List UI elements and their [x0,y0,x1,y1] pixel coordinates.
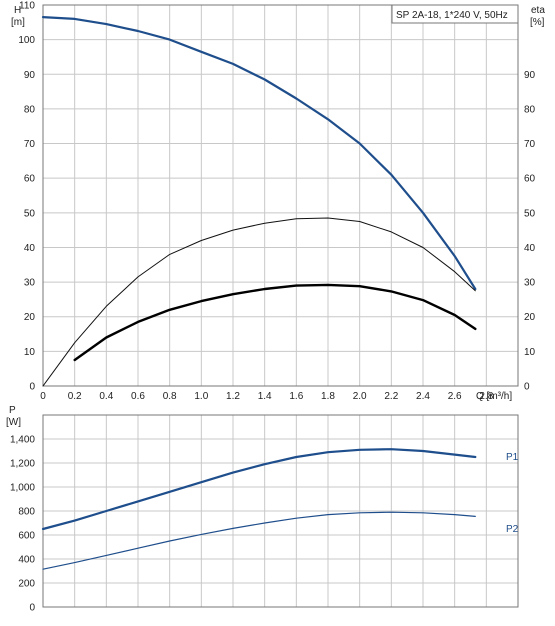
lower-y-tick-label: 200 [18,579,35,590]
upper-y-tick-label: 90 [24,70,36,81]
x-tick-label: 1.2 [226,391,240,402]
upper-y-tick-label: 70 [24,139,36,150]
upper-tick-labels: 0 10 20 30 40 50 60 70 80 90 100 110 0 10 20 30 40 50 60 70… [18,1,535,403]
upper-y-tick-label: 100 [18,35,35,46]
x-tick-label: 2.2 [384,391,398,402]
x-tick-label: 0 [40,391,46,402]
upper-y-tick-label: 50 [24,208,36,219]
right-y-axis-unit: [%] [530,17,545,28]
x-tick-label: 1.8 [321,391,335,402]
right-y-tick-label: 30 [524,278,536,289]
right-y-tick-label: 20 [524,312,536,323]
p2-power-curve [42,511,476,570]
lower-y-tick-label: 1,400 [10,435,35,446]
head-curve [41,16,477,291]
x-tick-label: 2.0 [353,391,367,402]
right-y-tick-label: 60 [524,174,536,185]
efficiency-curve [42,217,476,387]
x-tick-label: 2.6 [448,391,462,402]
legend-p2-label: P2 [506,524,519,535]
x-tick-label: 0.6 [131,391,145,402]
total-efficiency-curve [73,283,477,362]
right-y-tick-label: 10 [524,347,536,358]
lower-y-tick-label: 0 [29,603,35,614]
legend-p1-label: P1 [506,452,519,463]
x-tick-label: 0.8 [163,391,177,402]
x-tick-label: 2.8 [479,391,493,402]
upper-y-tick-label: 40 [24,243,36,254]
lower-y-tick-label: 600 [18,531,35,542]
upper-y-tick-label: 10 [24,347,36,358]
title-box [391,4,519,24]
lower-y-axis-unit: [W] [6,417,21,428]
right-y-tick-label: 50 [524,208,536,219]
lower-tick-labels: 0 200 400 600 800 1,000 1,200 1,400 [10,435,35,614]
right-y-tick-label: 40 [524,243,536,254]
upper-y-tick-label: 0 [29,382,35,393]
x-tick-label: 0.4 [99,391,113,402]
chart-title: SP 2A-18, 1*240 V, 50Hz [396,10,508,21]
x-tick-label: 0.2 [68,391,82,402]
upper-y-tick-label: 80 [24,104,36,115]
lower-y-axis-label: P [9,405,16,416]
right-y-tick-label: 70 [524,139,536,150]
upper-y-axis-unit: [m] [11,17,25,28]
lower-y-tick-label: 400 [18,555,35,566]
lower-chart: 0 200 400 600 800 1,000 1,200 1,400 P [W] P1 P2 [6,405,519,614]
right-y-tick-label: 80 [524,104,536,115]
upper-y-tick-label: 60 [24,174,36,185]
p1-power-curve [41,448,477,531]
upper-y-tick-label: 110 [19,1,35,12]
upper-y-tick-label: 20 [24,312,36,323]
x-tick-label: 2.4 [416,391,430,402]
upper-chart: 0 10 20 30 40 50 60 70 80 90 100 110 0 10 20 30 40 50 60 70… [11,1,545,403]
upper-series-lines [41,16,477,387]
x-tick-label: 1.0 [194,391,208,402]
right-y-tick-label: 0 [524,382,530,393]
lower-y-tick-label: 800 [18,507,35,518]
lower-grid [43,415,518,607]
right-y-tick-label: 90 [524,70,536,81]
upper-plot-frame [42,4,519,387]
upper-y-axis-label: H [14,5,21,16]
x-axis-label: Q [m³/h] [476,391,512,402]
lower-y-tick-label: 1,000 [10,483,35,494]
lower-plot-frame [42,414,519,608]
upper-y-tick-label: 30 [24,278,36,289]
lower-series-lines [41,448,477,570]
lower-y-tick-label: 1,200 [10,459,35,470]
x-tick-label: 1.6 [289,391,303,402]
right-y-axis-label: eta [531,5,545,16]
x-tick-label: 1.4 [258,391,272,402]
